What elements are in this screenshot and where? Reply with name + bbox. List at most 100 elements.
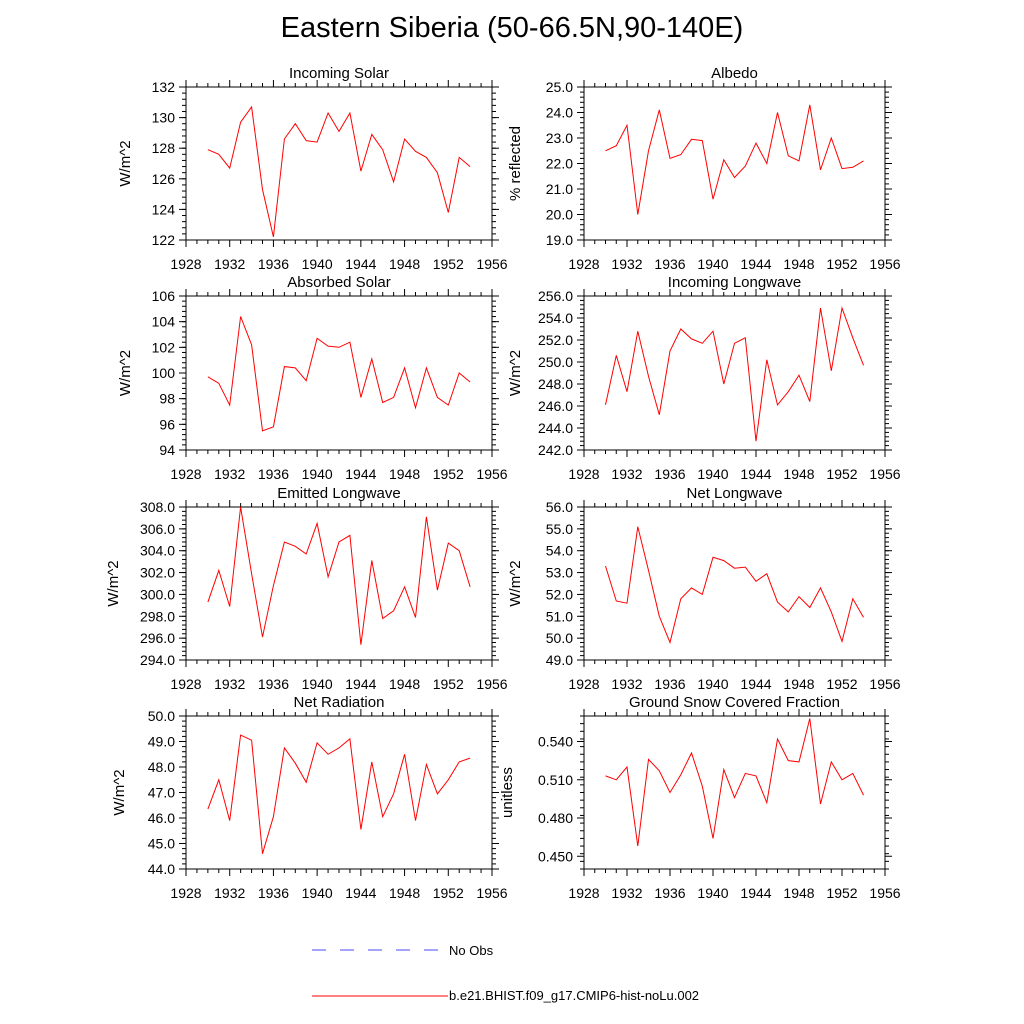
x-tick-label: 1944 bbox=[345, 885, 376, 901]
plot-frame bbox=[185, 506, 493, 661]
x-tick-label: 1956 bbox=[476, 466, 507, 482]
x-tick-label: 1932 bbox=[611, 256, 642, 272]
x-tick-label: 1956 bbox=[869, 885, 900, 901]
x-tick-label: 1952 bbox=[433, 676, 464, 692]
panel-title: Absorbed Solar bbox=[287, 274, 390, 291]
x-tick-label: 1948 bbox=[389, 466, 420, 482]
x-tick-label: 1948 bbox=[783, 676, 814, 692]
y-tick-label: 248.0 bbox=[538, 376, 573, 392]
y-tick-label: 22.0 bbox=[546, 156, 573, 172]
y-tick-label: 44.0 bbox=[148, 861, 175, 877]
plot-frame bbox=[185, 86, 493, 241]
y-tick-label: 50.0 bbox=[546, 630, 573, 646]
panel-title: Emitted Longwave bbox=[277, 485, 400, 502]
plot-frame bbox=[185, 295, 493, 451]
y-tick-label: 126 bbox=[152, 171, 176, 187]
y-tick-label: 106 bbox=[152, 288, 176, 304]
series-line bbox=[207, 506, 471, 645]
x-tick-label: 1940 bbox=[302, 676, 333, 692]
panel-title: Net Longwave bbox=[687, 485, 783, 502]
x-tick-label: 1928 bbox=[170, 466, 201, 482]
series-line bbox=[207, 105, 471, 238]
y-tick-label: 55.0 bbox=[546, 521, 573, 537]
y-tick-label: 45.0 bbox=[148, 836, 175, 852]
x-tick-label: 1940 bbox=[302, 466, 333, 482]
y-tick-label: 98 bbox=[159, 391, 175, 407]
panel-title: Incoming Longwave bbox=[668, 274, 801, 291]
y-tick-label: 294.0 bbox=[140, 652, 175, 668]
x-tick-label: 1936 bbox=[258, 676, 289, 692]
x-tick-label: 1952 bbox=[826, 676, 857, 692]
x-tick-label: 1956 bbox=[476, 885, 507, 901]
panel-title: Net Radiation bbox=[294, 694, 385, 711]
y-tick-label: 302.0 bbox=[140, 565, 175, 581]
x-tick-label: 1928 bbox=[568, 256, 599, 272]
y-tick-label: 122 bbox=[152, 232, 176, 248]
y-axis-label: W/m^2 bbox=[105, 560, 122, 606]
x-tick-label: 1944 bbox=[345, 466, 376, 482]
y-tick-label: 25.0 bbox=[546, 79, 573, 95]
y-tick-label: 242.0 bbox=[538, 442, 573, 458]
x-tick-label: 1952 bbox=[433, 885, 464, 901]
panel-title: Albedo bbox=[711, 65, 758, 82]
x-tick-label: 1940 bbox=[697, 466, 728, 482]
y-tick-label: 23.0 bbox=[546, 130, 573, 146]
y-tick-label: 296.0 bbox=[140, 630, 175, 646]
y-tick-label: 0.540 bbox=[538, 734, 573, 750]
y-tick-label: 304.0 bbox=[140, 543, 175, 559]
x-tick-label: 1944 bbox=[740, 676, 771, 692]
x-tick-label: 1948 bbox=[389, 676, 420, 692]
y-tick-label: 0.450 bbox=[538, 848, 573, 864]
x-tick-label: 1956 bbox=[869, 676, 900, 692]
x-tick-label: 1932 bbox=[214, 256, 245, 272]
x-tick-label: 1944 bbox=[740, 466, 771, 482]
x-tick-label: 1944 bbox=[740, 256, 771, 272]
y-tick-label: 51.0 bbox=[546, 608, 573, 624]
y-tick-label: 124 bbox=[152, 201, 176, 217]
y-tick-label: 54.0 bbox=[546, 543, 573, 559]
series-line bbox=[207, 734, 471, 854]
y-tick-label: 130 bbox=[152, 110, 176, 126]
x-tick-label: 1936 bbox=[654, 256, 685, 272]
y-tick-label: 306.0 bbox=[140, 521, 175, 537]
y-tick-label: 252.0 bbox=[538, 332, 573, 348]
y-axis-label: unitless bbox=[499, 767, 516, 818]
x-tick-label: 1944 bbox=[740, 885, 771, 901]
x-tick-label: 1952 bbox=[826, 256, 857, 272]
x-tick-label: 1956 bbox=[476, 256, 507, 272]
y-tick-label: 102 bbox=[152, 339, 176, 355]
y-axis-label: W/m^2 bbox=[111, 769, 128, 815]
x-tick-label: 1936 bbox=[258, 256, 289, 272]
y-axis-label: % reflected bbox=[507, 126, 524, 201]
y-tick-label: 308.0 bbox=[140, 499, 175, 515]
panel-title: Ground Snow Covered Fraction bbox=[629, 694, 840, 711]
x-tick-label: 1952 bbox=[826, 466, 857, 482]
series-line bbox=[605, 526, 864, 645]
y-tick-label: 300.0 bbox=[140, 586, 175, 602]
x-tick-label: 1928 bbox=[568, 885, 599, 901]
x-tick-label: 1940 bbox=[697, 256, 728, 272]
x-tick-label: 1940 bbox=[697, 676, 728, 692]
x-tick-label: 1936 bbox=[654, 676, 685, 692]
y-tick-label: 49.0 bbox=[546, 652, 573, 668]
x-tick-label: 1940 bbox=[302, 885, 333, 901]
x-tick-label: 1952 bbox=[826, 885, 857, 901]
y-tick-label: 53.0 bbox=[546, 565, 573, 581]
y-tick-label: 94 bbox=[159, 442, 175, 458]
y-tick-label: 20.0 bbox=[546, 207, 573, 223]
y-tick-label: 256.0 bbox=[538, 288, 573, 304]
x-tick-label: 1948 bbox=[783, 466, 814, 482]
y-tick-label: 50.0 bbox=[148, 708, 175, 724]
x-tick-label: 1944 bbox=[345, 676, 376, 692]
y-tick-label: 56.0 bbox=[546, 499, 573, 515]
plot-frame bbox=[583, 715, 886, 870]
x-tick-label: 1948 bbox=[783, 256, 814, 272]
x-tick-label: 1940 bbox=[302, 256, 333, 272]
y-tick-label: 298.0 bbox=[140, 608, 175, 624]
legend-obs-label: No Obs bbox=[449, 943, 494, 958]
x-tick-label: 1928 bbox=[170, 676, 201, 692]
